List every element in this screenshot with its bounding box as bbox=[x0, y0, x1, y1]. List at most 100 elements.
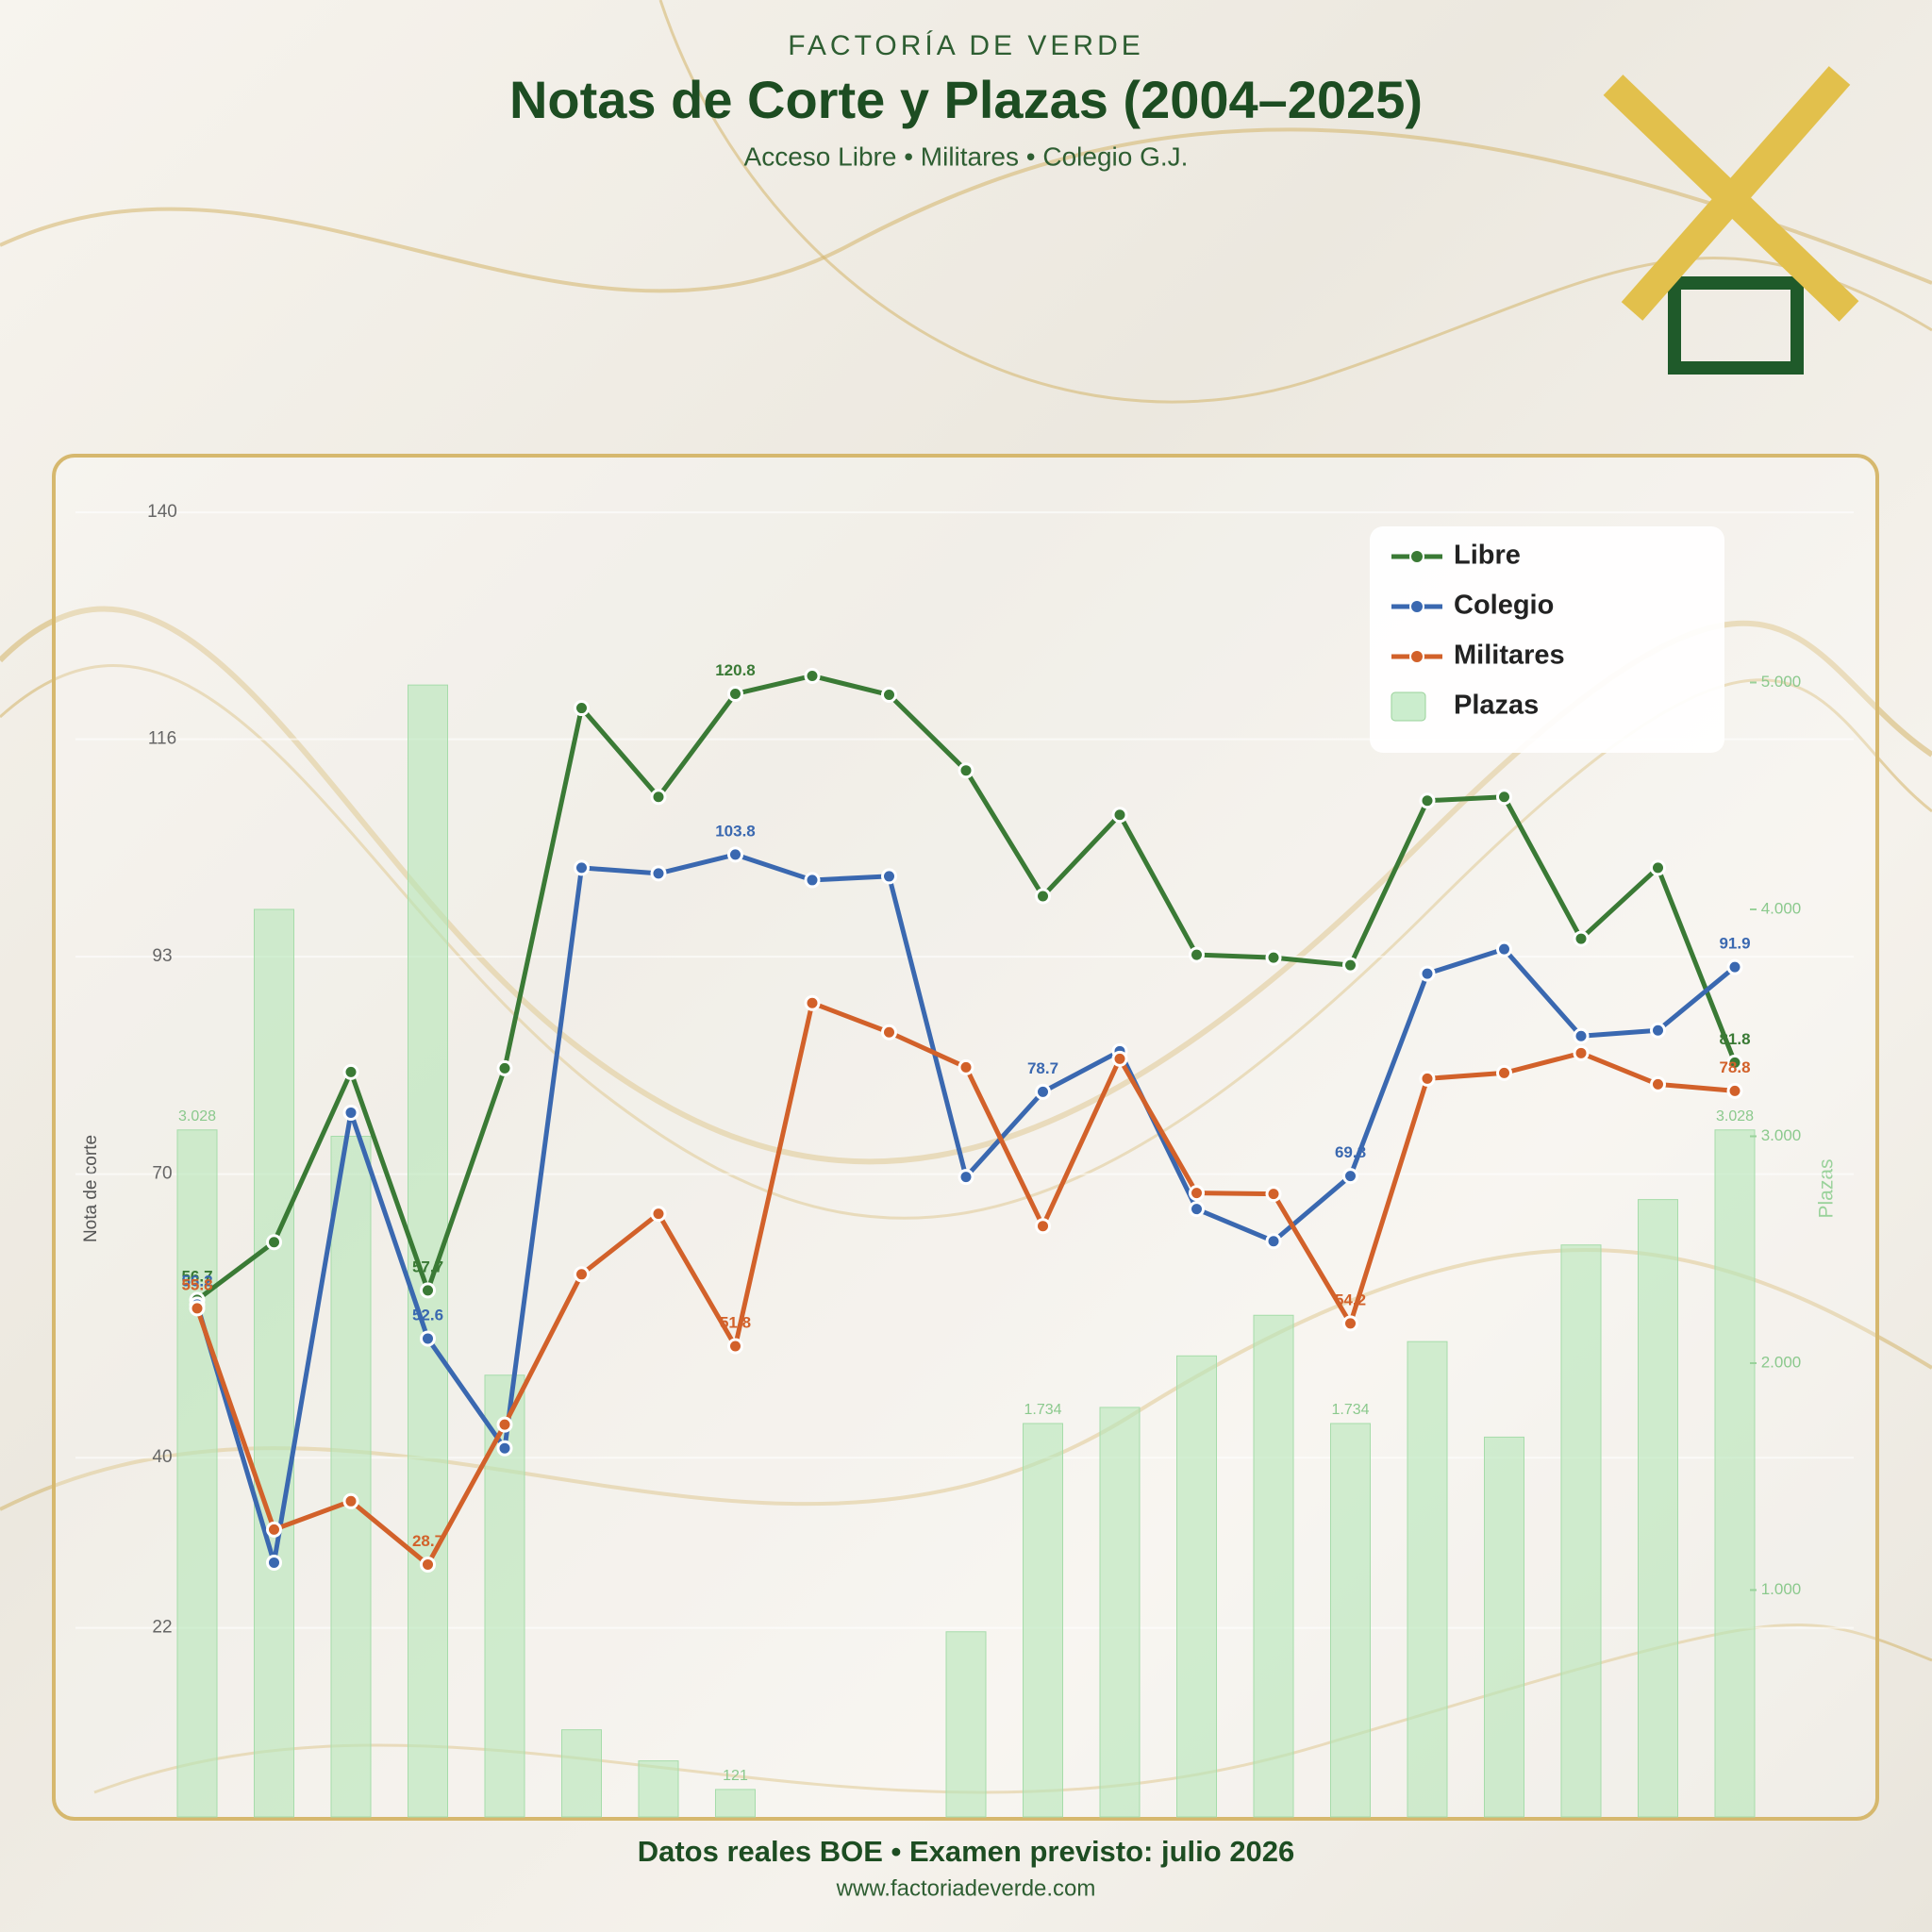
point bbox=[881, 1024, 897, 1041]
legend-swatch bbox=[1391, 691, 1426, 722]
point-value-label: 51.8 bbox=[720, 1313, 751, 1331]
bar bbox=[638, 1760, 679, 1818]
point bbox=[342, 1492, 359, 1509]
point-value-label: 78.7 bbox=[1027, 1059, 1058, 1077]
point bbox=[266, 1554, 282, 1571]
bar bbox=[1714, 1129, 1756, 1818]
point bbox=[1496, 941, 1512, 958]
bar-value-label: 3.028 bbox=[178, 1108, 216, 1124]
bar bbox=[254, 908, 294, 1818]
point bbox=[650, 865, 667, 882]
point bbox=[420, 1282, 436, 1299]
point bbox=[1265, 949, 1282, 966]
point bbox=[420, 1330, 436, 1347]
point bbox=[1573, 930, 1590, 947]
point bbox=[881, 868, 897, 885]
point bbox=[727, 846, 743, 863]
point bbox=[1573, 1044, 1590, 1061]
bar bbox=[176, 1129, 218, 1818]
point bbox=[1265, 1233, 1282, 1250]
logo bbox=[1603, 66, 1859, 375]
point bbox=[1726, 1054, 1743, 1071]
bar bbox=[1099, 1407, 1141, 1818]
lines-layer: 56.7 57.7 120.8 81.8 56.2 52.6 103.8 78.7 69.8 91… bbox=[181, 661, 1751, 1573]
footer-url: www.factoriadeverde.com bbox=[836, 1875, 1096, 1901]
chart-subtitle: Acceso Libre • Militares • Colegio G.J. bbox=[744, 142, 1189, 171]
bar bbox=[1560, 1244, 1602, 1818]
point bbox=[1265, 1186, 1282, 1203]
bar bbox=[561, 1729, 602, 1818]
point-value-label: 78.8 bbox=[1719, 1058, 1750, 1076]
bar bbox=[945, 1631, 987, 1818]
bar bbox=[1023, 1423, 1063, 1818]
bar bbox=[330, 1136, 372, 1818]
point bbox=[1189, 1201, 1205, 1218]
legend-box bbox=[1370, 526, 1724, 753]
point bbox=[958, 762, 974, 779]
bar bbox=[1176, 1355, 1217, 1818]
legend-label: Plazas bbox=[1454, 691, 1539, 721]
point bbox=[1342, 957, 1358, 974]
point bbox=[727, 1338, 743, 1355]
y2-axis-label: Plazas bbox=[1816, 1158, 1838, 1218]
bar bbox=[715, 1789, 756, 1818]
bar-value-label: 1.734 bbox=[1024, 1402, 1061, 1418]
point-value-label: 56.2 bbox=[181, 1272, 212, 1290]
point-value-label: 69.8 bbox=[1335, 1143, 1366, 1161]
bars-layer: 3.028 121 1.734 1.734 3.028 bbox=[75, 511, 1854, 1818]
point bbox=[1419, 1070, 1436, 1087]
bar bbox=[1253, 1314, 1294, 1818]
point bbox=[189, 1300, 206, 1317]
legend-label: Libre bbox=[1454, 541, 1521, 571]
point bbox=[1726, 1082, 1743, 1099]
legend-swatch bbox=[1409, 649, 1424, 664]
point-value-label: 54.2 bbox=[1335, 1291, 1366, 1308]
point-value-label: 55.8 bbox=[181, 1275, 212, 1293]
y2-tick-label: 2.000 bbox=[1761, 1353, 1802, 1371]
legend-label: Colegio bbox=[1454, 591, 1554, 621]
chart-title: Notas de Corte y Plazas (2004–2025) bbox=[509, 70, 1423, 129]
bar bbox=[1407, 1341, 1448, 1818]
point bbox=[1650, 859, 1666, 876]
y2-tick-label: 4.000 bbox=[1761, 899, 1802, 917]
point bbox=[650, 1206, 667, 1223]
brand: FACTORÍA DE VERDE bbox=[788, 30, 1144, 61]
point bbox=[1189, 946, 1205, 963]
point bbox=[1726, 958, 1743, 975]
point-value-label: 91.9 bbox=[1719, 935, 1750, 953]
point bbox=[266, 1234, 282, 1251]
point bbox=[1189, 1185, 1205, 1202]
y2-tick-label: 1.000 bbox=[1761, 1580, 1802, 1598]
point bbox=[1496, 789, 1512, 806]
point-value-label: 52.6 bbox=[412, 1306, 443, 1324]
y-tick-label: 40 bbox=[152, 1447, 172, 1467]
y2-tick-label: 5.000 bbox=[1761, 673, 1802, 691]
bar bbox=[1330, 1423, 1371, 1818]
point bbox=[266, 1521, 282, 1538]
y-axis-label: Nota de corte bbox=[81, 1135, 101, 1242]
point bbox=[574, 859, 590, 876]
point bbox=[1342, 1315, 1358, 1332]
point bbox=[1650, 1075, 1666, 1092]
y-tick-label: 70 bbox=[152, 1164, 172, 1184]
point bbox=[650, 789, 667, 806]
point bbox=[1035, 888, 1051, 905]
point bbox=[574, 700, 590, 717]
y-tick-label: 93 bbox=[152, 946, 172, 966]
point bbox=[804, 872, 821, 889]
point bbox=[1419, 792, 1436, 809]
point bbox=[342, 1063, 359, 1080]
legend-swatch bbox=[1409, 549, 1424, 564]
y-tick-label: 140 bbox=[147, 502, 177, 522]
point bbox=[496, 1416, 513, 1433]
point bbox=[1419, 965, 1436, 982]
point bbox=[1650, 1022, 1666, 1039]
point-value-label: 57.7 bbox=[412, 1257, 443, 1275]
bar-value-label: 3.028 bbox=[1716, 1108, 1754, 1124]
y-tick-label: 116 bbox=[148, 729, 176, 749]
point bbox=[1111, 1050, 1128, 1067]
point bbox=[342, 1104, 359, 1121]
point-value-label: 28.7 bbox=[412, 1532, 443, 1550]
